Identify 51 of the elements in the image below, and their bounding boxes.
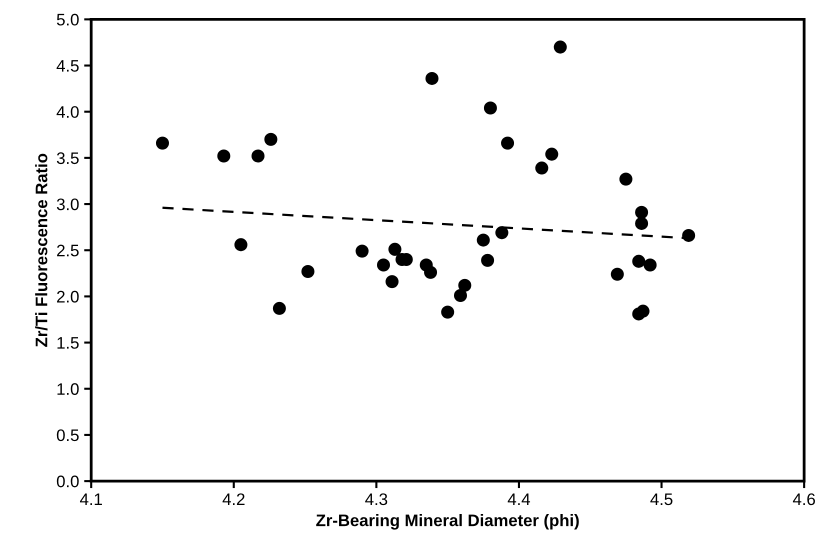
y-tick-label: 5.0 — [56, 14, 79, 26]
point — [441, 306, 454, 319]
point — [156, 136, 169, 150]
point — [424, 266, 438, 279]
point — [476, 234, 490, 247]
point — [388, 242, 402, 256]
point — [495, 226, 508, 240]
point — [644, 258, 657, 272]
point — [636, 304, 650, 318]
point — [454, 288, 467, 302]
point — [376, 258, 390, 272]
y-tick-label: 4.5 — [56, 60, 79, 72]
x-axis-title: Zr-Bearing Mineral Diameter (phi) — [316, 514, 579, 530]
y-axis-title: Zr/Ti Fluorescence Ratio — [35, 154, 48, 347]
y-tick-label: 2.5 — [57, 244, 79, 256]
x-tick-label: 4.3 — [365, 493, 388, 506]
y-tick-label: 3.0 — [56, 198, 79, 210]
point — [481, 254, 494, 267]
y-tick-label: 1.5 — [57, 337, 79, 349]
point — [501, 136, 514, 150]
point — [252, 150, 265, 163]
y-tick-label: 2.0 — [57, 290, 79, 303]
point — [619, 172, 632, 186]
point — [458, 278, 472, 292]
point — [272, 302, 286, 315]
point — [554, 40, 567, 54]
point — [632, 254, 646, 268]
y-tick-label: 0.0 — [56, 476, 79, 488]
y-tick-label: 0.5 — [56, 429, 79, 442]
point — [545, 148, 558, 161]
point — [635, 206, 648, 219]
point — [234, 238, 248, 252]
point — [356, 244, 369, 258]
point — [535, 162, 548, 175]
point — [425, 72, 438, 85]
point — [301, 264, 314, 278]
point — [386, 275, 399, 288]
x-tick-label: 4.4 — [508, 494, 530, 505]
point — [610, 268, 624, 281]
x-tick-label: 4.2 — [222, 493, 245, 505]
y-tick-label: 4.0 — [56, 106, 79, 118]
x-tick-label: 4.6 — [792, 493, 815, 506]
x-tick-label: 4.5 — [650, 494, 672, 506]
point — [484, 102, 497, 115]
point — [682, 228, 696, 242]
point — [217, 150, 230, 163]
point — [635, 216, 648, 230]
x-tick-label: 4.1 — [80, 494, 102, 505]
y-tick-label: 3.5 — [56, 152, 79, 164]
y-tick-label: 1.0 — [57, 383, 79, 395]
point — [264, 132, 278, 146]
